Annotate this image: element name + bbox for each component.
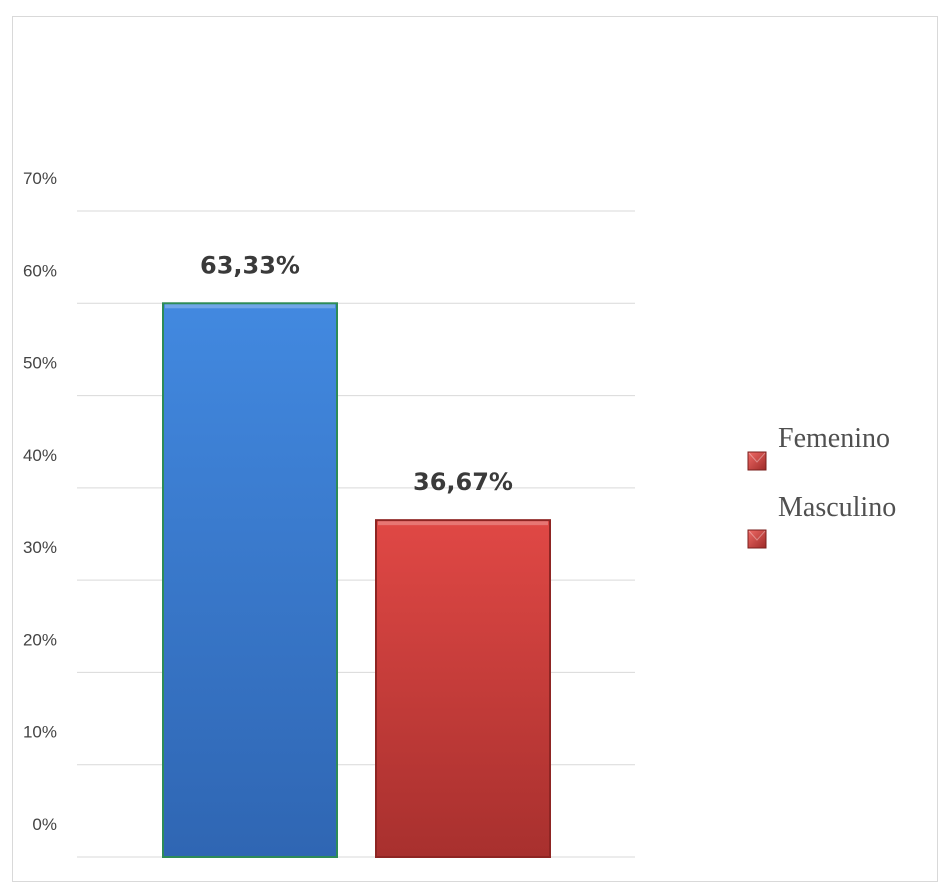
y-tick-label: 20% [23,630,57,649]
data-label-femenino: 63,33% [200,251,300,279]
legend: Femenino Masculino [747,423,896,549]
bar-highlight [165,304,335,309]
legend-label: Masculino [778,492,896,523]
legend-marker [747,529,767,549]
data-labels: 63,33% 36,67% [200,251,513,496]
gridlines [77,210,635,858]
y-tick-label: 70% [23,169,57,188]
bars [162,302,551,859]
y-axis-ticks: 0% 10% 20% 30% 40% 50% 60% 70% [23,169,57,834]
legend-marker-bevel [748,530,766,541]
y-tick-label: 10% [23,723,57,742]
legend-marker [747,451,767,471]
bar-masculino [375,519,551,859]
legend-item-masculino: Masculino [747,492,896,549]
bar-highlight [378,521,548,526]
y-tick-label: 30% [23,538,57,557]
y-tick-label: 50% [23,354,57,373]
legend-item-femenino: Femenino [747,423,890,471]
y-tick-label: 60% [23,261,57,280]
legend-marker-bevel [748,452,766,463]
bar-femenino [162,302,338,858]
data-label-masculino: 36,67% [413,468,513,496]
y-tick-label: 0% [32,815,57,834]
y-tick-label: 40% [23,446,57,465]
legend-label: Femenino [778,423,890,454]
